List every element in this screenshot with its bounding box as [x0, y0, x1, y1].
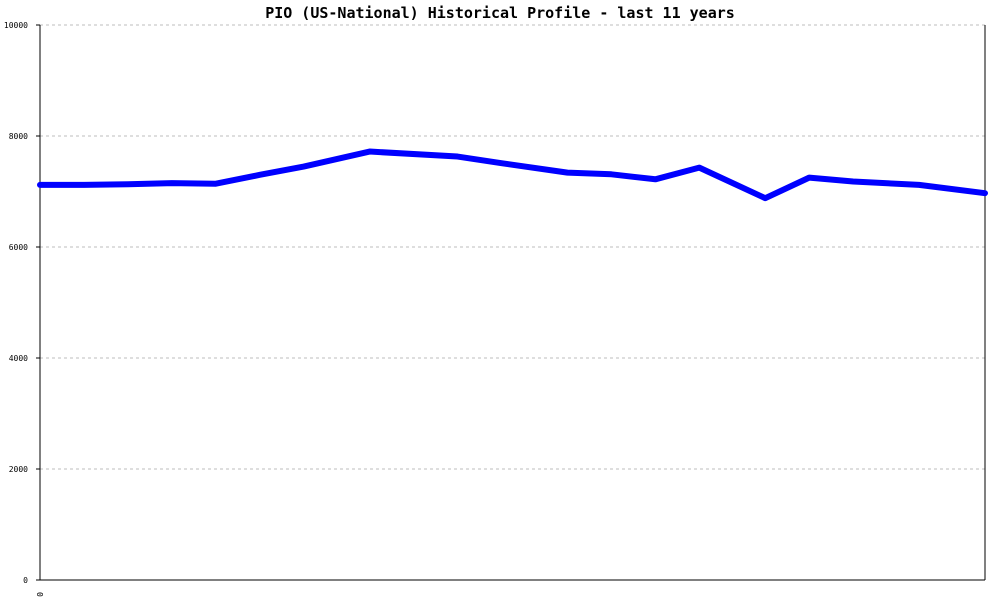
- series-line: [37, 148, 988, 202]
- gridlines: [40, 24, 985, 470]
- y-tick-labels: 0 2000 4000 6000 8000 10000: [4, 21, 40, 585]
- series-lines: [37, 148, 988, 202]
- y-tick-label: 10000: [4, 21, 28, 30]
- y-tick-label: 2000: [9, 465, 28, 474]
- y-tick-label: 0: [23, 576, 28, 585]
- chart-title: PIO (US-National) Historical Profile - l…: [265, 4, 735, 22]
- y-tick-label: 6000: [9, 243, 28, 252]
- y-tick-label: 8000: [9, 132, 28, 141]
- x-tick-labels: 0: [35, 592, 44, 597]
- axes: [39, 25, 986, 581]
- y-tick-label: 4000: [9, 354, 28, 363]
- x-tick-label: 0: [35, 592, 44, 597]
